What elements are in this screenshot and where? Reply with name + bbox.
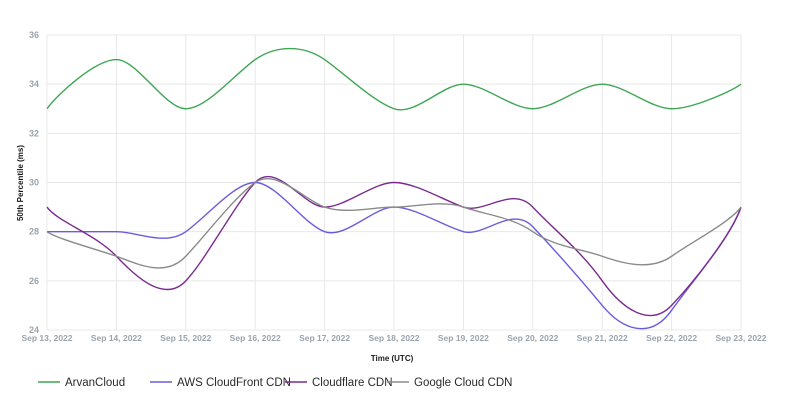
legend-label: ArvanCloud <box>65 377 125 389</box>
series-line-google-cloud-cdn <box>46 177 742 269</box>
x-tick-label: Sep 18, 2022 <box>368 333 419 343</box>
y-tick-label: 32 <box>29 128 39 138</box>
legend-label: AWS CloudFront CDN <box>177 377 291 389</box>
x-tick-label: Sep 17, 2022 <box>299 333 350 343</box>
y-tick-label: 36 <box>29 30 39 40</box>
y-tick-label: 34 <box>29 79 39 89</box>
x-tick-label: Sep 21, 2022 <box>577 333 628 343</box>
legend-item-arvancloud[interactable]: ArvanCloud <box>38 377 125 389</box>
y-tick-label: 24 <box>29 325 39 335</box>
x-axis-title: Time (UTC) <box>371 354 414 363</box>
x-tick-label: Sep 19, 2022 <box>438 333 489 343</box>
series-line-cloudflare-cdn <box>46 175 742 317</box>
legend-label: Cloudflare CDN <box>312 377 393 389</box>
y-axis-title: 50th Percentile (ms) <box>16 145 25 221</box>
series-line-aws-cloudfront-cdn <box>47 181 742 330</box>
x-tick-label: Sep 20, 2022 <box>507 333 558 343</box>
series-lines <box>46 47 742 330</box>
y-axis-ticks: 24 26 28 30 32 34 36 <box>29 30 39 335</box>
series-line-arvancloud <box>46 47 742 111</box>
legend[interactable]: ArvanCloud AWS CloudFront CDN Cloudflare C… <box>38 377 512 389</box>
legend-item-aws-cloudfront-cdn[interactable]: AWS CloudFront CDN <box>150 377 291 389</box>
x-tick-label: Sep 23, 2022 <box>715 333 766 343</box>
x-tick-label: Sep 13, 2022 <box>21 333 72 343</box>
x-tick-label: Sep 16, 2022 <box>230 333 281 343</box>
x-tick-label: Sep 22, 2022 <box>646 333 697 343</box>
x-tick-label: Sep 15, 2022 <box>160 333 211 343</box>
legend-item-google-cloud-cdn[interactable]: Google Cloud CDN <box>387 377 512 389</box>
legend-label: Google Cloud CDN <box>414 377 512 389</box>
y-tick-label: 28 <box>29 227 39 237</box>
y-tick-label: 30 <box>29 178 39 188</box>
y-tick-label: 26 <box>29 276 39 286</box>
x-tick-label: Sep 14, 2022 <box>91 333 142 343</box>
legend-item-cloudflare-cdn[interactable]: Cloudflare CDN <box>285 377 393 389</box>
x-axis-ticks: Sep 13, 2022 Sep 14, 2022 Sep 15, 2022 Sep … <box>21 333 766 343</box>
